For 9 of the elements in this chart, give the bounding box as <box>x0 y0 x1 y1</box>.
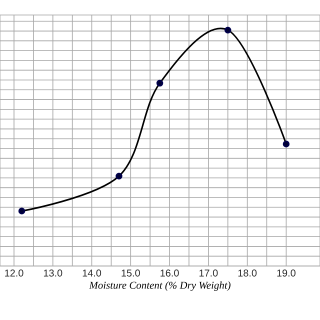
x-tick-label: 15.0 <box>122 270 140 277</box>
x-tick-label: 18.0 <box>238 270 257 277</box>
x-tick-label: 17.0 <box>199 270 218 277</box>
x-tick-label: 12.0 <box>5 270 24 277</box>
x-tick-label: 19.0 <box>277 270 296 277</box>
x-tick-label: 16.0 <box>160 270 179 277</box>
x-tick-label: 14.0 <box>82 270 102 277</box>
x-tick-label: 13.0 <box>44 270 62 277</box>
x-axis-title: Moisture Content (% Dry Weight) <box>89 281 230 291</box>
